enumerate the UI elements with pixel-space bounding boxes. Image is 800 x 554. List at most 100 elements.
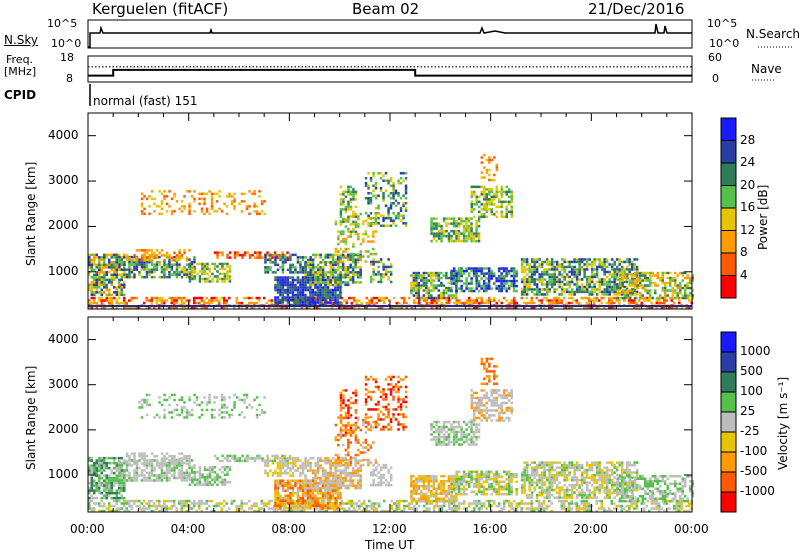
scatter-cell <box>458 502 461 505</box>
scatter-cell <box>493 195 496 199</box>
scatter-cell <box>616 286 619 290</box>
scatter-cell <box>225 212 229 216</box>
scatter-cell <box>505 208 508 211</box>
scatter-cell <box>674 271 677 275</box>
scatter-cell <box>455 284 458 287</box>
scatter-cell <box>377 212 380 215</box>
scatter-cell <box>583 263 586 266</box>
scatter-cell <box>286 461 290 465</box>
scatter-cell <box>90 293 93 297</box>
scatter-cell <box>115 299 118 302</box>
scatter-cell <box>490 158 494 162</box>
scatter-cell <box>253 202 256 206</box>
scatter-cell <box>678 296 681 300</box>
scatter-cell <box>595 270 599 274</box>
scatter-cell <box>128 275 131 279</box>
scatter-cell <box>276 278 280 282</box>
scatter-cell <box>208 299 211 302</box>
scatter-cell <box>95 256 98 259</box>
scatter-cell <box>578 278 581 281</box>
scatter-cell <box>236 251 239 254</box>
scatter-cell <box>473 299 476 302</box>
scatter-cell <box>113 461 116 465</box>
scatter-cell <box>408 507 411 510</box>
scatter-cell <box>255 205 259 208</box>
scatter-cell <box>369 199 373 202</box>
scatter-cell <box>355 299 358 302</box>
scatter-cell <box>206 476 209 479</box>
scatter-cell <box>634 274 637 277</box>
scatter-cell <box>138 454 141 458</box>
scatter-cell <box>470 222 473 225</box>
scatter-cell <box>423 509 426 513</box>
scatter-cell <box>515 301 518 305</box>
scatter-cell <box>533 263 536 266</box>
scatter-cell <box>570 260 574 264</box>
scatter-cell <box>600 504 603 508</box>
scatter-cell <box>123 296 126 300</box>
scatter-cell <box>467 282 471 285</box>
scatter-cell <box>266 266 270 269</box>
scatter-cell <box>238 504 241 508</box>
scatter-cell <box>402 202 405 205</box>
scatter-cell <box>644 271 647 275</box>
scatter-cell <box>334 276 337 279</box>
scatter-cell <box>265 504 268 508</box>
scatter-cell <box>404 172 408 175</box>
scatter-cell <box>311 271 315 274</box>
scatter-cell <box>218 459 222 463</box>
scatter-cell <box>470 224 473 228</box>
scatter-cell <box>585 283 589 286</box>
scatter-cell <box>417 286 421 290</box>
scatter-cell <box>342 230 345 233</box>
scatter-cell <box>339 213 343 216</box>
scatter-cell <box>88 489 91 492</box>
scatter-cell <box>225 205 229 208</box>
scatter-cell <box>528 265 531 269</box>
scatter-cell <box>351 276 355 279</box>
scatter-cell <box>145 256 149 260</box>
scatter-cell <box>115 288 118 292</box>
scatter-cell <box>123 504 126 508</box>
scatter-cell <box>525 290 529 294</box>
scatter-cell <box>525 268 529 271</box>
scatter-cell <box>113 456 116 460</box>
scatter-cell <box>477 219 481 223</box>
scatter-cell <box>570 278 574 281</box>
scatter-cell <box>455 301 458 305</box>
scatter-cell <box>243 251 247 254</box>
scatter-cell <box>422 276 426 280</box>
scatter-cell <box>403 509 406 513</box>
scatter-cell <box>294 296 297 299</box>
scatter-cell <box>153 474 156 477</box>
scatter-cell <box>352 215 355 218</box>
scatter-cell <box>258 457 262 460</box>
scatter-cell <box>103 489 106 492</box>
scatter-cell <box>525 258 529 261</box>
scatter-cell <box>118 283 121 287</box>
scatter-cell <box>455 229 458 233</box>
scatter-cell <box>128 454 131 458</box>
scatter-cell <box>671 296 674 300</box>
scatter-cell <box>281 281 285 284</box>
scatter-cell <box>485 208 488 211</box>
scatter-cell <box>118 255 121 259</box>
scatter-cell <box>370 507 373 510</box>
scatter-cell <box>455 232 458 235</box>
scatter-cell <box>447 234 451 238</box>
scatter-cell <box>447 289 451 292</box>
scatter-cell <box>435 286 438 290</box>
scatter-cell <box>291 263 295 267</box>
scatter-cell <box>394 224 398 227</box>
scatter-cell <box>455 237 458 240</box>
scatter-cell <box>465 219 468 223</box>
scatter-cell <box>457 274 461 278</box>
scatter-cell <box>523 290 526 294</box>
scatter-cell <box>281 261 285 264</box>
scatter-cell <box>196 478 199 481</box>
scatter-cell <box>684 271 687 275</box>
scatter-cell <box>483 215 486 219</box>
scatter-cell <box>457 267 461 270</box>
scatter-cell <box>633 507 636 510</box>
scatter-cell <box>455 507 458 510</box>
